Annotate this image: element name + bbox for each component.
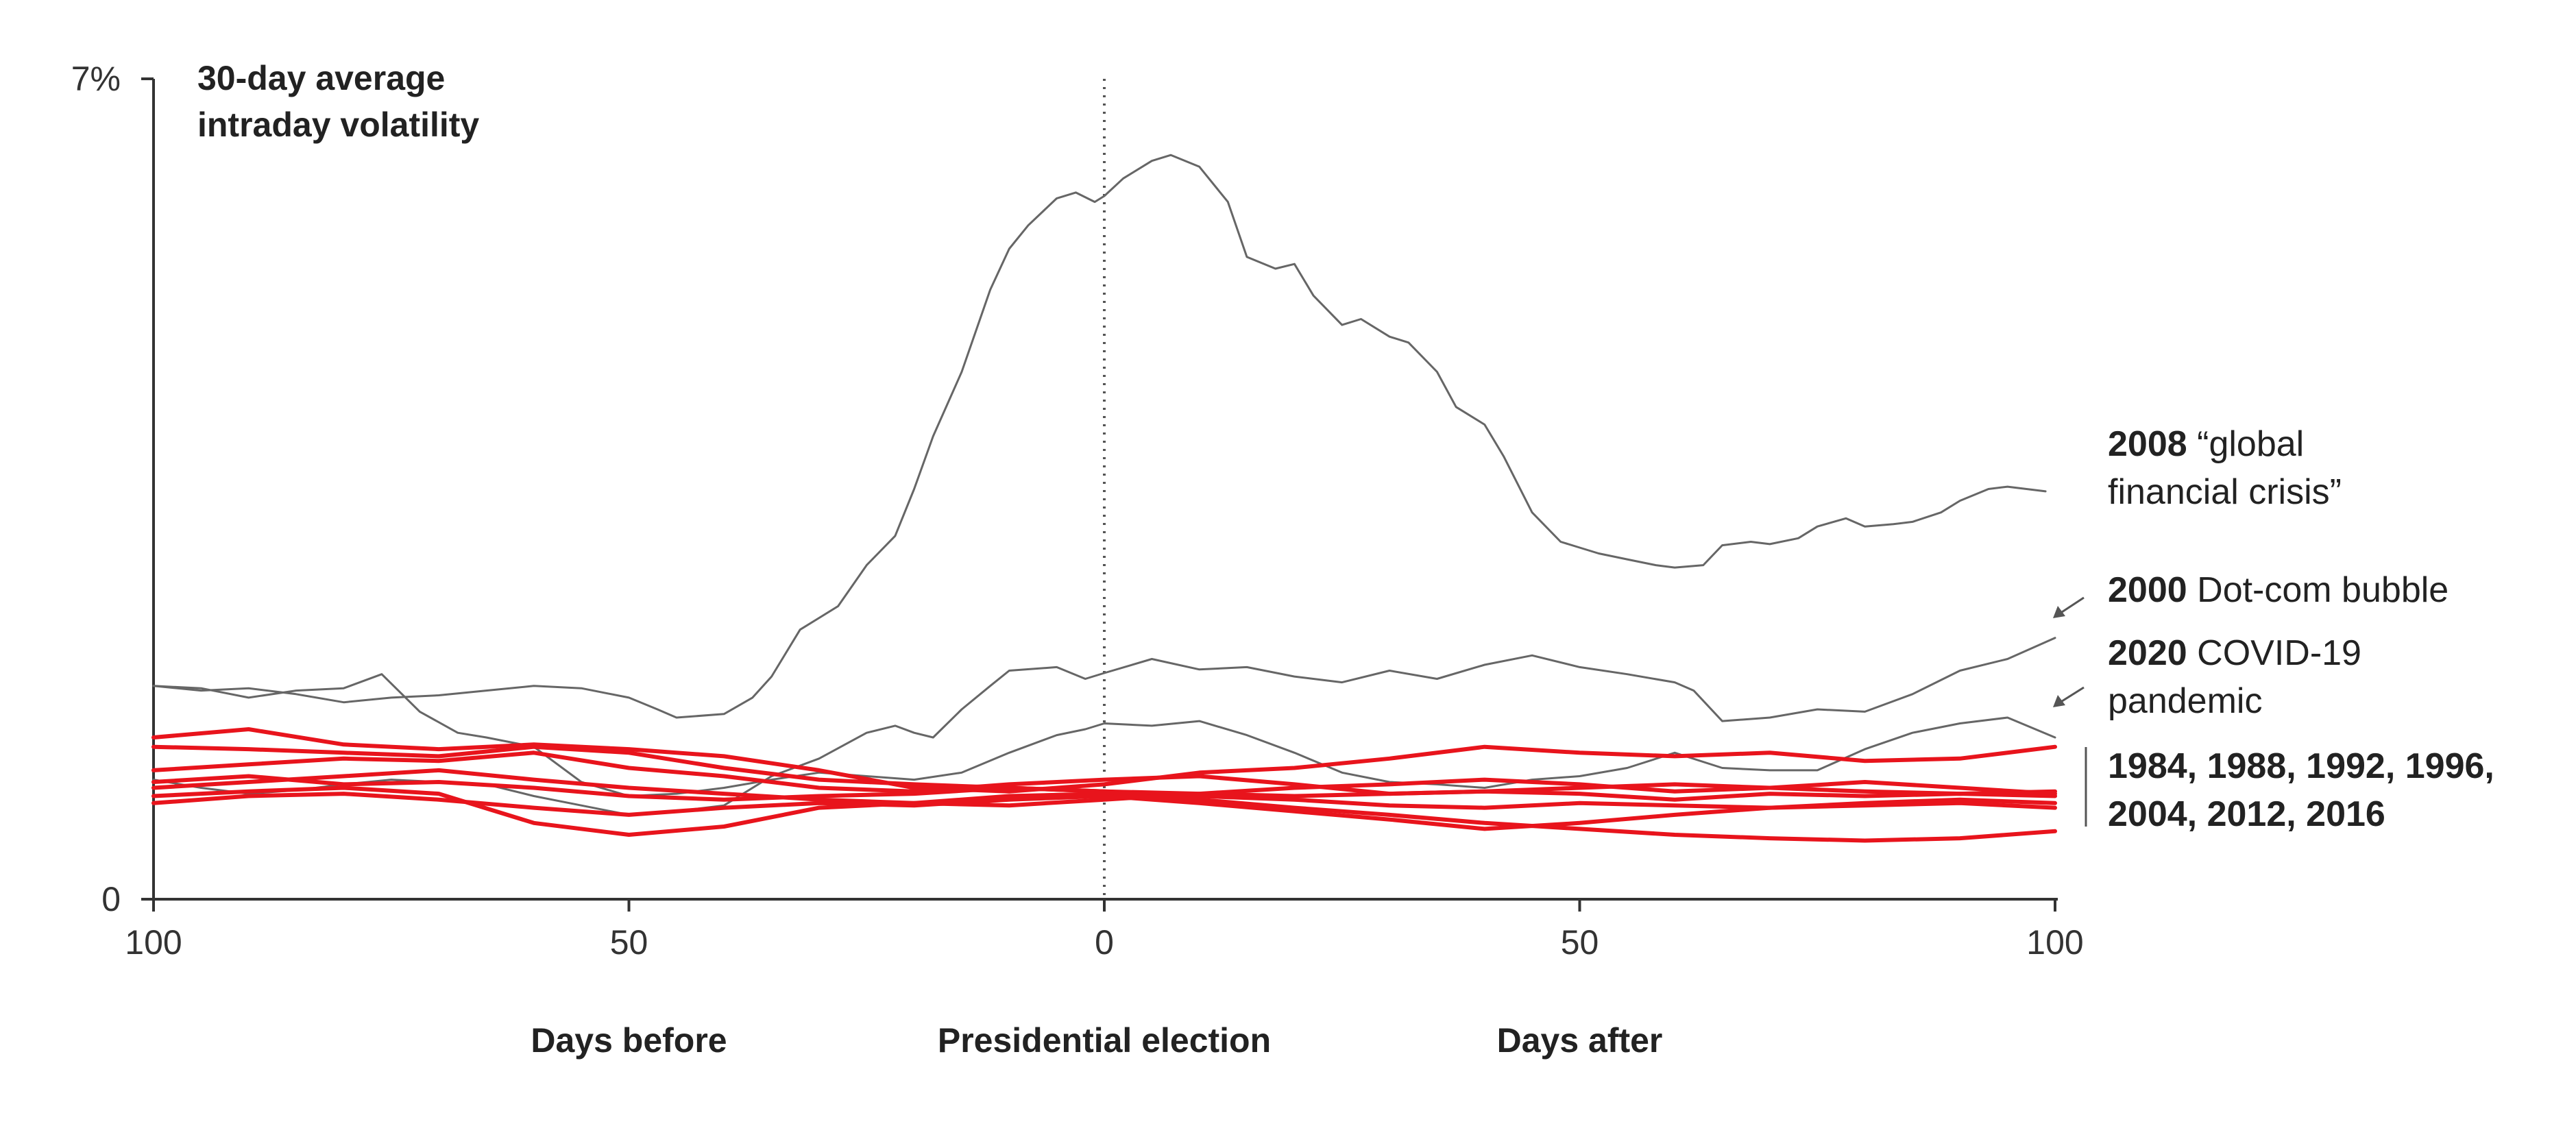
axes bbox=[152, 79, 2058, 901]
annotation-red-years-line-2: 2004, 2012, 2016 bbox=[2108, 794, 2385, 834]
x-tick-label: 100 bbox=[125, 923, 182, 962]
annotation-2020-line-1: 2020 COVID-19 bbox=[2108, 633, 2361, 673]
series-line-red-d bbox=[151, 774, 2057, 810]
annotation-2020-arrow bbox=[2053, 686, 2085, 707]
annotations: 2008 “global financial crisis” 2000 Dot-… bbox=[2053, 424, 2494, 834]
y-axis-title-line-1: 30-day average bbox=[197, 59, 445, 97]
series-line-2020 bbox=[152, 673, 2056, 797]
annotation-red-years-line-1: 1984, 1988, 1992, 1996, bbox=[2108, 746, 2494, 786]
series-line-red-a bbox=[151, 727, 2057, 794]
series-line-red-g bbox=[151, 768, 2057, 808]
y-tick-label: 7% bbox=[71, 60, 121, 98]
x-axis-caption: Days before bbox=[531, 1021, 727, 1060]
annotation-2000-arrow bbox=[2053, 596, 2085, 618]
x-tick-label: 50 bbox=[1561, 923, 1599, 962]
annotation-2000: 2000 Dot-com bubble bbox=[2108, 570, 2449, 610]
x-axis-caption: Days after bbox=[1497, 1021, 1663, 1060]
y-tick-label: 0 bbox=[101, 880, 121, 918]
x-tick-label: 100 bbox=[2026, 923, 2083, 962]
series-line-red-f bbox=[151, 792, 2057, 831]
x-tick-label: 50 bbox=[610, 923, 648, 962]
context-series-group bbox=[152, 154, 2056, 816]
y-axis-title-line-2: intraday volatility bbox=[197, 106, 479, 144]
annotation-2008-line-2: financial crisis” bbox=[2108, 472, 2342, 512]
series-line-2000 bbox=[152, 637, 2056, 816]
annotation-2020-line-2: pandemic bbox=[2108, 681, 2262, 721]
series-line-red-c bbox=[151, 750, 2057, 796]
annotation-2008-line-1: 2008 “global bbox=[2108, 424, 2304, 464]
x-tick-label: 0 bbox=[1095, 923, 1114, 962]
x-axis-caption: Presidential election bbox=[938, 1021, 1271, 1060]
highlight-series-group bbox=[151, 727, 2057, 843]
series-line-2008 bbox=[152, 154, 2047, 719]
